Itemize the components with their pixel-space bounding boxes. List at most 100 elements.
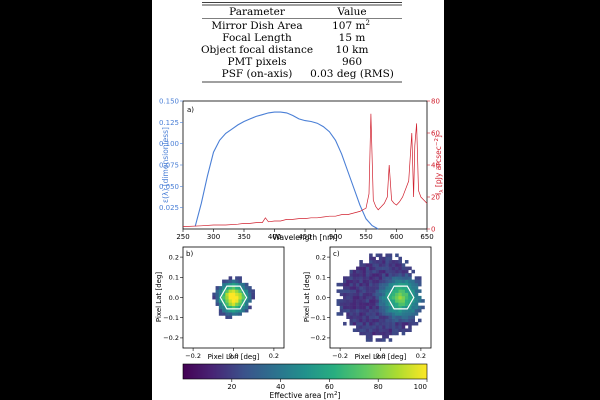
map-cell bbox=[398, 302, 402, 306]
map-cell bbox=[362, 325, 367, 329]
spectrum-right-tick-label: 20 bbox=[431, 194, 440, 202]
map-cell bbox=[222, 286, 226, 290]
spectrum-left-tick-label: 0.075 bbox=[159, 162, 179, 170]
map-cell bbox=[365, 279, 370, 284]
map-cell bbox=[365, 328, 370, 333]
map-b-y-axis-label: Pixel Lat [deg] bbox=[155, 272, 163, 322]
map-y-tick-label: 0.0 bbox=[169, 294, 179, 302]
map-cell bbox=[356, 279, 360, 284]
map-cell bbox=[372, 321, 376, 326]
map-cell bbox=[408, 292, 412, 297]
map-cell bbox=[352, 312, 357, 316]
map-cell bbox=[398, 321, 402, 326]
map-cell bbox=[343, 289, 347, 293]
spectrum-x-tick-label: 400 bbox=[268, 233, 281, 241]
map-cell bbox=[241, 286, 246, 290]
map-cell bbox=[378, 305, 383, 310]
map-cell bbox=[375, 292, 380, 297]
map-cell bbox=[414, 321, 419, 326]
map-cell bbox=[404, 266, 409, 271]
map-cell bbox=[235, 279, 239, 284]
map-cell bbox=[382, 308, 386, 313]
table-cell-r1-c1: 15 m bbox=[339, 32, 366, 44]
map-cell bbox=[362, 266, 367, 271]
map-cell bbox=[388, 286, 393, 290]
map-cell bbox=[417, 318, 422, 323]
map-cell bbox=[336, 312, 341, 316]
map-cell bbox=[359, 263, 363, 267]
map-cell bbox=[382, 282, 386, 287]
map-cell bbox=[231, 292, 236, 297]
map-cell bbox=[385, 334, 389, 339]
map-cell bbox=[356, 299, 360, 303]
map-cell bbox=[369, 282, 373, 287]
map-cell bbox=[238, 312, 242, 316]
map-cell bbox=[388, 331, 393, 336]
map-cell bbox=[359, 289, 363, 293]
map-cell bbox=[238, 276, 242, 280]
map-cell bbox=[395, 331, 399, 336]
map-cell bbox=[362, 263, 367, 267]
map-cell bbox=[385, 276, 389, 280]
map-cell bbox=[369, 305, 373, 310]
table-cell-r3-c0: PMT pixels bbox=[227, 56, 286, 68]
spectrum-x-tick-label: 300 bbox=[207, 233, 220, 241]
map-cell bbox=[362, 299, 367, 303]
map-cell bbox=[391, 308, 396, 313]
map-cell bbox=[352, 295, 357, 300]
map-cell bbox=[382, 299, 386, 303]
map-cell bbox=[372, 302, 376, 306]
map-cell bbox=[388, 279, 393, 284]
map-cell bbox=[336, 302, 341, 306]
map-cell bbox=[369, 289, 373, 293]
map-cell bbox=[388, 253, 393, 258]
map-cell bbox=[231, 295, 236, 300]
map-cell bbox=[372, 325, 376, 329]
map-cell bbox=[382, 305, 386, 310]
map-cell bbox=[388, 308, 393, 313]
map-cell bbox=[349, 276, 354, 280]
map-cell bbox=[215, 295, 220, 300]
map-cell bbox=[398, 305, 402, 310]
map-cell bbox=[411, 282, 416, 287]
map-cell bbox=[349, 279, 354, 284]
map-cell bbox=[414, 308, 419, 313]
map-cell bbox=[391, 321, 396, 326]
map-x-tick-label: 0.2 bbox=[416, 352, 426, 360]
map-cell bbox=[369, 260, 373, 264]
map-cell bbox=[356, 308, 360, 313]
map-cell bbox=[225, 289, 229, 293]
map-cell bbox=[391, 315, 396, 319]
map-cell bbox=[352, 305, 357, 310]
map-cell bbox=[238, 299, 242, 303]
map-cell bbox=[378, 263, 383, 267]
map-cell bbox=[346, 279, 350, 284]
map-cell bbox=[251, 292, 255, 297]
map-cell bbox=[238, 302, 242, 306]
map-cell bbox=[382, 321, 386, 326]
map-x-tick-label: −0.2 bbox=[332, 352, 348, 360]
map-cell bbox=[401, 325, 406, 329]
map-cell bbox=[404, 292, 409, 297]
map-cell bbox=[339, 289, 344, 293]
map-cell bbox=[352, 279, 357, 284]
map-cell bbox=[408, 305, 412, 310]
map-cell bbox=[352, 273, 357, 277]
map-cell bbox=[388, 328, 393, 333]
map-cell bbox=[372, 273, 376, 277]
map-cell bbox=[248, 292, 252, 297]
map-cell bbox=[369, 315, 373, 319]
spectrum-right-tick-label: 40 bbox=[431, 162, 440, 170]
map-cell bbox=[362, 315, 367, 319]
map-y-tick-label: 0.1 bbox=[169, 274, 179, 282]
map-cell bbox=[369, 331, 373, 336]
map-cell bbox=[401, 276, 406, 280]
map-cell bbox=[362, 282, 367, 287]
map-cell bbox=[365, 318, 370, 323]
map-cell bbox=[248, 289, 252, 293]
map-cell bbox=[231, 286, 236, 290]
map-cell bbox=[362, 286, 367, 290]
map-cell bbox=[244, 299, 249, 303]
map-c-x-axis-label: Pixel Lon [deg] bbox=[355, 353, 407, 361]
map-cell bbox=[225, 299, 229, 303]
